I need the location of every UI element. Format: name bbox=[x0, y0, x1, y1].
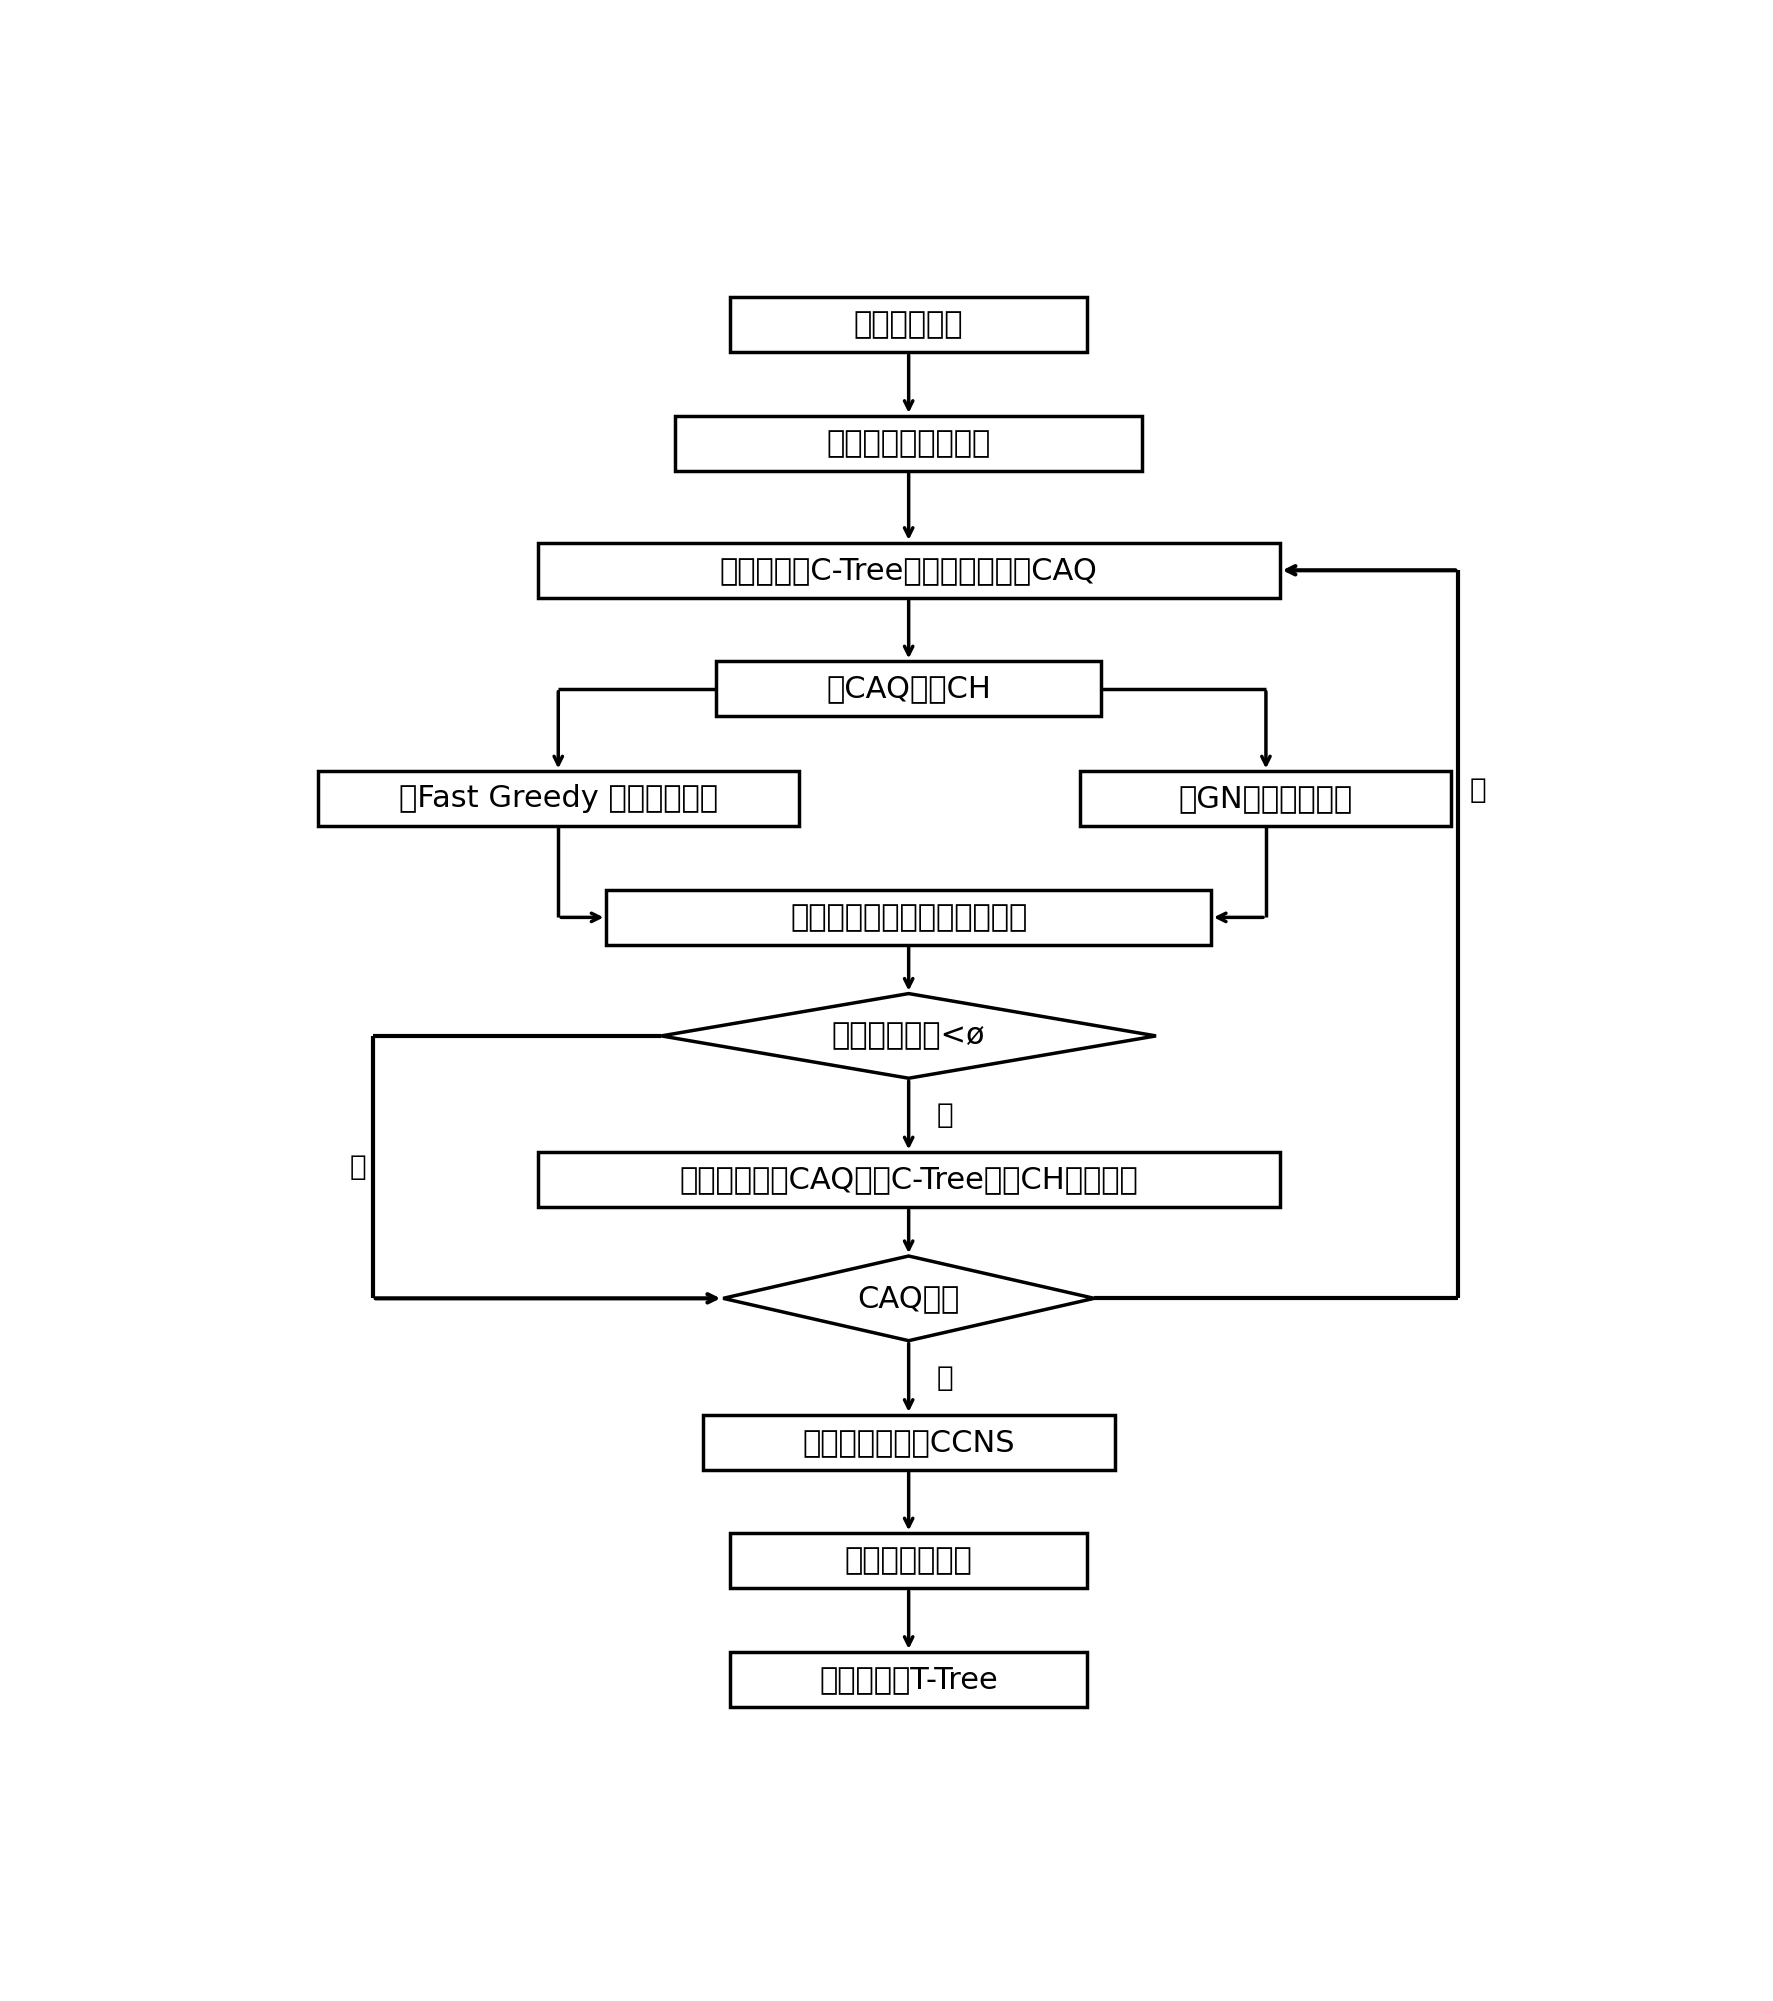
Bar bbox=[537, 1153, 1280, 1207]
Text: 将子社区放入CAQ，向C-Tree添加CH的子节点: 将子社区放入CAQ，向C-Tree添加CH的子节点 bbox=[679, 1165, 1138, 1195]
Text: 否: 否 bbox=[1470, 776, 1486, 804]
Text: 选择每个社区的CCNS: 选择每个社区的CCNS bbox=[803, 1429, 1014, 1457]
Bar bbox=[702, 1415, 1115, 1471]
Text: 用GN方法进行划分: 用GN方法进行划分 bbox=[1179, 784, 1353, 812]
Bar bbox=[1080, 770, 1452, 826]
Bar bbox=[606, 890, 1211, 944]
Text: CAQ为空: CAQ为空 bbox=[858, 1285, 959, 1313]
Text: 用Fast Greedy 方法进行划分: 用Fast Greedy 方法进行划分 bbox=[399, 784, 718, 812]
Bar bbox=[730, 298, 1087, 352]
Bar bbox=[730, 1533, 1087, 1589]
Text: 是: 是 bbox=[349, 1153, 365, 1181]
Text: 是: 是 bbox=[936, 1365, 952, 1393]
Text: 否: 否 bbox=[936, 1101, 952, 1129]
Bar bbox=[537, 542, 1280, 598]
Bar bbox=[716, 660, 1101, 716]
Text: 无向图作为C-Tree的根节点，放入CAQ: 无向图作为C-Tree的根节点，放入CAQ bbox=[720, 556, 1097, 584]
Text: 预处理为简单无向图: 预处理为简单无向图 bbox=[826, 428, 991, 458]
Text: 较大模块度值<ø: 较大模块度值<ø bbox=[832, 1021, 986, 1051]
Text: 主题结构树T-Tree: 主题结构树T-Tree bbox=[819, 1665, 998, 1693]
Text: 选取模块度较大方法的子社区: 选取模块度较大方法的子社区 bbox=[791, 902, 1027, 932]
Text: 选择社区的主题: 选择社区的主题 bbox=[844, 1547, 973, 1575]
Text: 从CAQ取出CH: 从CAQ取出CH bbox=[826, 674, 991, 702]
Bar bbox=[676, 416, 1142, 470]
Text: 领域知识地图: 领域知识地图 bbox=[855, 310, 963, 340]
Polygon shape bbox=[723, 1257, 1094, 1341]
Bar bbox=[317, 770, 798, 826]
Bar bbox=[730, 1651, 1087, 1707]
Polygon shape bbox=[661, 994, 1156, 1079]
